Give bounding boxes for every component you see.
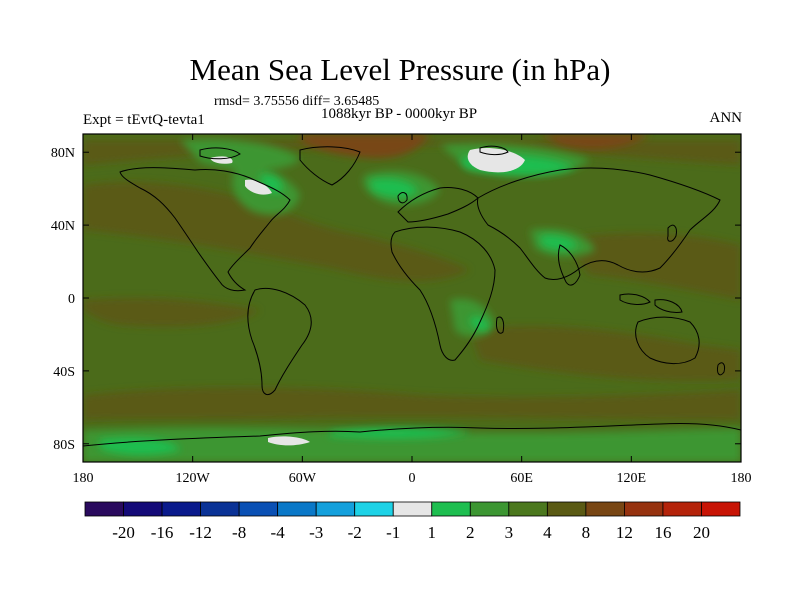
colorbar-label: 2 bbox=[466, 523, 475, 542]
x-tick-label: 180 bbox=[731, 471, 752, 486]
colorbar-swatch bbox=[238, 501, 279, 517]
colorbar-swatch bbox=[585, 501, 625, 517]
y-tick-label: 80N bbox=[51, 146, 75, 161]
colorbar-label: -2 bbox=[348, 523, 362, 542]
x-tick-label: 120W bbox=[176, 471, 211, 486]
colorbar-swatch bbox=[161, 501, 201, 517]
x-tick-label: 0 bbox=[409, 471, 416, 486]
x-tick-label: 60W bbox=[289, 471, 317, 486]
colorbar-swatch bbox=[431, 501, 471, 517]
y-axis: 80N 40N 0 40S 80S bbox=[51, 146, 741, 453]
colorbar-swatch bbox=[469, 501, 510, 517]
stats-text: rmsd= 3.75556 diff= 3.65485 bbox=[214, 94, 380, 109]
colorbar-label: -12 bbox=[189, 523, 212, 542]
colorbar-label: -8 bbox=[232, 523, 246, 542]
y-tick-label: 40N bbox=[51, 219, 75, 234]
period-subtitle: 1088kyr BP - 0000kyr BP bbox=[321, 106, 478, 122]
chart-title: Mean Sea Level Pressure (in hPa) bbox=[189, 52, 611, 87]
colorbar-swatch bbox=[354, 501, 394, 517]
colorbar-swatch bbox=[200, 501, 240, 517]
coastlines bbox=[83, 145, 741, 447]
colorbar-label: 20 bbox=[693, 523, 710, 542]
colorbar-label: 8 bbox=[582, 523, 591, 542]
colorbar-swatch bbox=[546, 501, 587, 517]
colorbar-label: 1 bbox=[428, 523, 437, 542]
season-label: ANN bbox=[709, 110, 743, 126]
colorbar-label: -3 bbox=[309, 523, 323, 542]
y-tick-label: 0 bbox=[68, 292, 75, 307]
colorbar-swatch bbox=[277, 501, 317, 517]
colorbar-swatch bbox=[84, 501, 124, 517]
y-tick-label: 40S bbox=[53, 365, 75, 380]
colorbar-label: -16 bbox=[151, 523, 174, 542]
pressure-field bbox=[83, 134, 741, 462]
colorbar-label: 12 bbox=[616, 523, 633, 542]
experiment-label: Expt = tEvtQ-tevta1 bbox=[83, 112, 205, 128]
x-tick-label: 120E bbox=[617, 471, 647, 486]
field-level-8 bbox=[83, 140, 741, 420]
y-tick-label: 80S bbox=[53, 438, 75, 453]
colorbar-swatch bbox=[315, 501, 356, 517]
colorbar-label: 3 bbox=[505, 523, 514, 542]
colorbar-swatch bbox=[701, 501, 741, 517]
colorbar-label: -20 bbox=[112, 523, 135, 542]
colorbar-label: 16 bbox=[654, 523, 671, 542]
colorbar-label: -4 bbox=[271, 523, 286, 542]
x-tick-label: 180 bbox=[73, 471, 94, 486]
colorbar-swatch bbox=[624, 501, 664, 517]
colorbar-swatch bbox=[123, 501, 163, 517]
colorbar-swatch bbox=[508, 501, 548, 517]
colorbar: -20 -16 -12 -8 -4 -3 -2 -1 1 2 3 4 8 12 16 20 bbox=[84, 501, 741, 542]
x-tick-label: 60E bbox=[510, 471, 533, 486]
colorbar-label: -1 bbox=[386, 523, 400, 542]
colorbar-swatch bbox=[662, 501, 702, 517]
field-level-neutral bbox=[210, 148, 525, 446]
colorbar-label: 4 bbox=[543, 523, 552, 542]
colorbar-swatch bbox=[392, 501, 433, 517]
field-level-12 bbox=[300, 134, 650, 159]
x-axis: 180 120W 60W 0 60E 120E 180 bbox=[73, 134, 752, 486]
